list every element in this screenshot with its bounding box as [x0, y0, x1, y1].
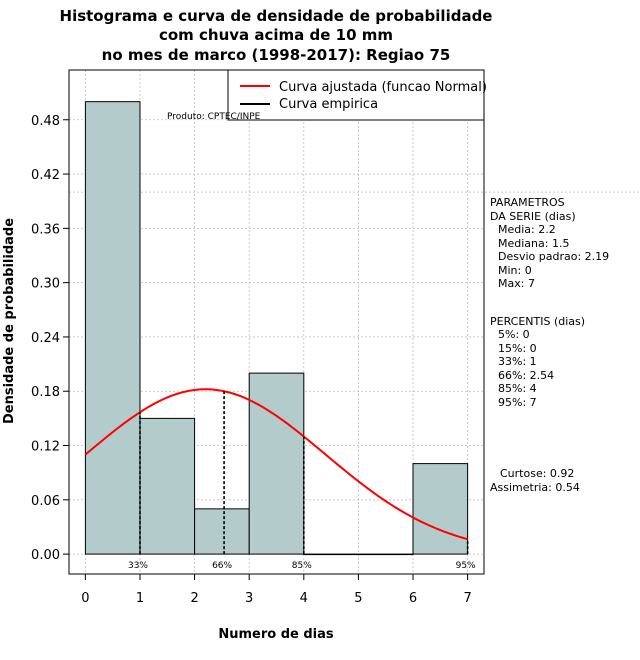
percentile-15: 15%: 0: [498, 341, 537, 355]
y-tick-label: 0.24: [31, 331, 60, 346]
y-tick-label: 0.12: [31, 440, 60, 455]
percentile-33: 33%: 1: [498, 355, 537, 368]
histogram-bar: [412, 463, 469, 555]
params-heading-2: DA SERIE (dias): [490, 209, 576, 223]
histogram-bar: [303, 553, 359, 556]
axes: 0 1 2 3 4 5 6 7 0.00 0.06 0.12 0.18 0.24 0.30 0.36 0.42…: [31, 114, 472, 606]
histogram-bar: [194, 508, 250, 555]
stat-skewness: Assimetria: 0.54: [490, 480, 580, 494]
histogram-bar: [248, 372, 305, 555]
legend-label-fitted: Curva ajustada (funcao Normal): [279, 80, 487, 95]
percentile-label: 95%: [456, 561, 476, 571]
normal-fit-curve: [84, 388, 468, 541]
histogram-bar: [357, 553, 414, 556]
legend-label-empirical: Curva empirica: [279, 97, 378, 112]
y-tick-label: 0.00: [31, 548, 60, 563]
x-tick-label: 0: [81, 591, 89, 606]
percentile-lines: 33% 66% 85% 95%: [128, 391, 476, 571]
params-heading-1: PARAMETROS: [490, 196, 565, 209]
histogram-bar: [139, 417, 196, 555]
y-tick-label: 0.30: [31, 277, 60, 292]
stat-max: Max: 7: [498, 277, 535, 290]
x-tick-label: 7: [463, 591, 471, 606]
stat-kurtosis: Curtose: 0.92: [500, 467, 575, 480]
x-tick-label: 6: [409, 591, 417, 606]
x-tick-label: 2: [190, 591, 198, 606]
percentile-85: 85%: 4: [498, 382, 537, 395]
y-tick-label: 0.42: [31, 168, 60, 183]
stat-min: Min: 0: [498, 263, 532, 277]
x-axis-title: Numero de dias: [218, 627, 334, 642]
percentile-5: 5%: 0: [498, 328, 530, 341]
legend-box: [227, 69, 485, 121]
chart-title-line-1: Histograma e curva de densidade de proba…: [60, 7, 493, 25]
stat-mean: Media: 2.2: [498, 223, 556, 236]
chart-title-line-2: com chuva acima de 10 mm: [159, 26, 393, 44]
normal-curve-layer: [84, 388, 468, 541]
y-tick-label: 0.36: [31, 222, 60, 237]
x-tick-label: 4: [300, 591, 308, 606]
series-stats-panel: PARAMETROS DA SERIE (dias) Media: 2.2 Me…: [490, 196, 638, 494]
percentile-label: 85%: [292, 561, 312, 571]
x-tick-label: 1: [136, 591, 144, 606]
stat-median: Mediana: 1.5: [498, 236, 570, 250]
percentile-label: 66%: [212, 561, 232, 571]
x-tick-label: 3: [245, 591, 253, 606]
percentile-label: 33%: [128, 561, 148, 571]
product-credit: Produto: CPTEC/INPE: [167, 112, 261, 122]
y-tick-label: 0.06: [31, 494, 60, 509]
percentile-66: 66%: 2.54: [498, 368, 555, 382]
chart-title-line-3: no mes de marco (1998-2017): Regiao 75: [102, 46, 451, 64]
percentiles-heading: PERCENTIS (dias): [490, 314, 586, 328]
x-tick-label: 5: [354, 591, 362, 606]
y-tick-label: 0.18: [31, 385, 60, 400]
percentile-95: 95%: 7: [498, 395, 537, 409]
y-axis-title: Densidade de probabilidade: [2, 218, 17, 424]
histogram-bars: [84, 101, 469, 556]
histogram-bar: [84, 101, 141, 555]
stat-std-dev: Desvio padrao: 2.19: [498, 250, 610, 263]
y-tick-label: 0.48: [31, 114, 60, 129]
